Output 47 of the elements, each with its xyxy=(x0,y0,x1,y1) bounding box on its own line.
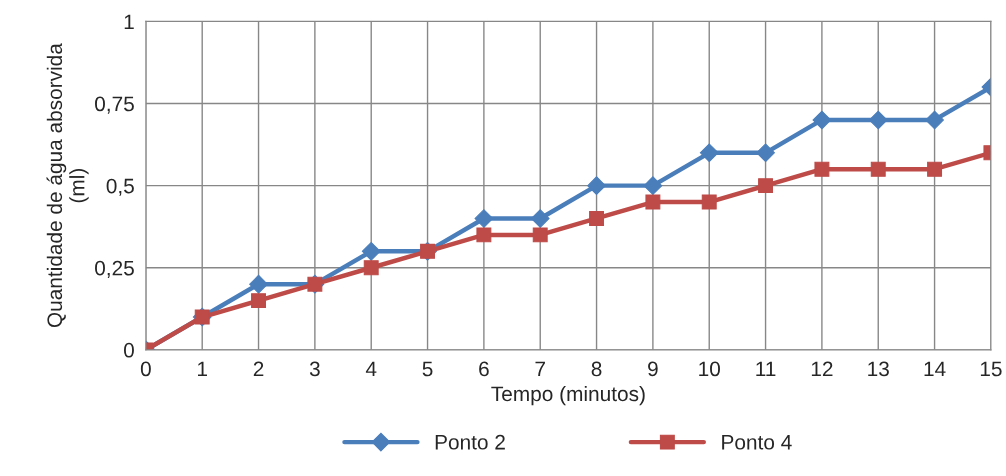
x-tick-label: 4 xyxy=(365,361,377,377)
point xyxy=(643,176,663,195)
point xyxy=(756,143,775,163)
point xyxy=(925,110,944,130)
point xyxy=(249,274,268,294)
y-tick-label: 0,75 xyxy=(95,96,134,114)
point xyxy=(363,260,379,276)
legend-label: Ponto 4 xyxy=(722,435,792,450)
y-tick-label: 1 xyxy=(124,14,134,29)
y-tick-label: 0,25 xyxy=(95,260,134,278)
x-axis-title: Tempo (minutos) xyxy=(491,385,645,406)
x-tick-label: 1 xyxy=(198,361,207,377)
point xyxy=(361,241,381,261)
x-tick-label: 6 xyxy=(479,361,489,377)
x-tick-label: 13 xyxy=(868,361,889,377)
x-tick-label: 9 xyxy=(648,361,658,377)
point xyxy=(812,110,832,130)
x-tick-label: 11 xyxy=(756,361,776,377)
x-tick-label: 0 xyxy=(140,361,151,377)
point xyxy=(814,161,830,177)
y-axis-title: Quantidade de água absorvida (ml) xyxy=(46,43,89,328)
x-tick-label: 2 xyxy=(253,361,264,377)
x-tick-label: 12 xyxy=(811,361,833,377)
point xyxy=(476,227,492,243)
point xyxy=(645,194,661,210)
y-tick-label: 0 xyxy=(123,342,134,358)
point xyxy=(868,110,888,130)
point xyxy=(701,194,717,210)
point xyxy=(870,161,886,177)
point xyxy=(530,209,550,228)
point xyxy=(927,161,943,177)
point xyxy=(758,178,774,194)
point xyxy=(699,143,719,163)
point xyxy=(532,227,548,243)
x-tick-label: 15 xyxy=(980,361,1002,377)
point xyxy=(251,293,267,309)
point xyxy=(587,176,606,195)
x-tick-label: 7 xyxy=(535,361,545,377)
x-tick-label: 14 xyxy=(924,361,946,377)
point xyxy=(474,209,494,228)
x-tick-label: 3 xyxy=(309,361,320,377)
point xyxy=(589,211,605,226)
x-tick-label: 10 xyxy=(699,361,720,377)
legend-label: Ponto 2 xyxy=(435,434,505,450)
x-tick-label: 5 xyxy=(422,361,433,377)
x-tick-label: 8 xyxy=(591,361,602,377)
y-tick-label: 0,5 xyxy=(106,178,134,196)
